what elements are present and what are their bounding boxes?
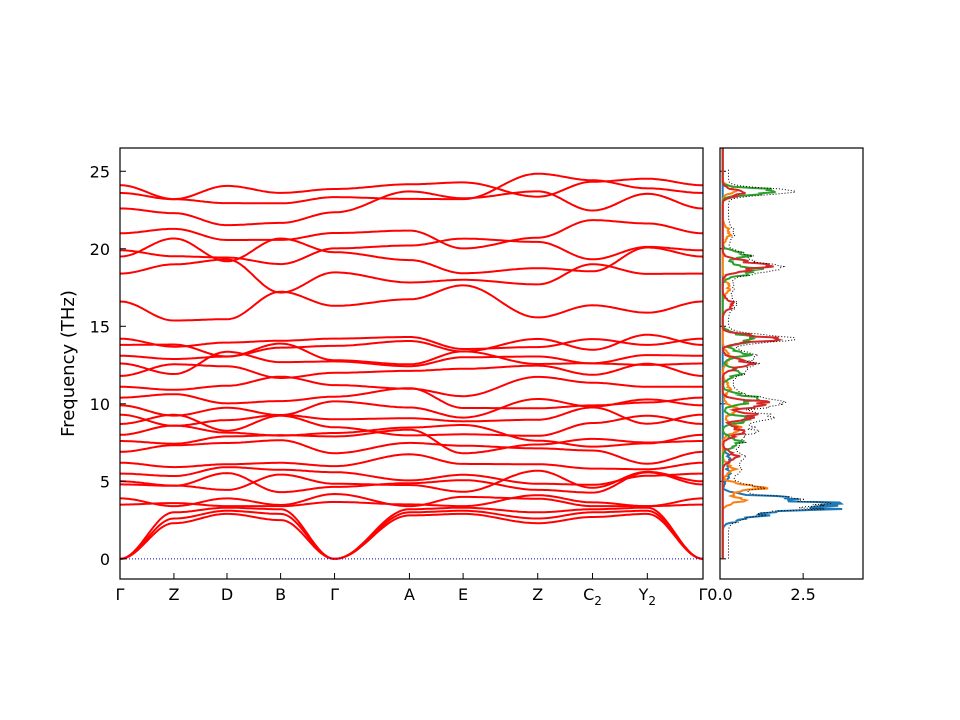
x-tick-subscript: 2 — [648, 594, 656, 608]
optical-band — [120, 469, 703, 493]
optical-band — [120, 471, 703, 494]
x-tick-label: Γ — [330, 585, 339, 604]
optical-band — [119, 237, 703, 275]
band-structure-panel: 0 5 10 15 20 25 Γ Z D B Γ A E Z C2 Y2 Γ Frequency (THz) — [58, 147, 726, 608]
acoustic-band — [119, 512, 704, 560]
x-tick-label: D — [221, 585, 233, 604]
y-tick-label: 25 — [90, 162, 110, 181]
optical-band — [120, 219, 704, 250]
x-tick-label: E — [458, 585, 468, 604]
x-tick-subscript: 2 — [594, 594, 602, 608]
dos-ticks: 0.0 2.5 — [707, 573, 816, 604]
y-tick-label: 5 — [100, 472, 110, 491]
dos-curve-green — [721, 148, 776, 559]
optical-band — [120, 375, 703, 398]
optical-band — [120, 398, 704, 419]
y-tick-label: 10 — [90, 395, 110, 414]
y-tick-label: 15 — [90, 317, 110, 336]
band-axes-frame — [119, 147, 704, 580]
optical-band — [120, 424, 704, 448]
optical-band — [120, 453, 704, 471]
x-tick-label: B — [275, 585, 286, 604]
optical-band — [120, 362, 703, 379]
x-tick-label: Γ — [116, 585, 125, 604]
y-axis-label: Frequency (THz) — [58, 290, 79, 437]
optical-band — [120, 466, 703, 486]
acoustic-band — [119, 509, 704, 560]
optical-band — [120, 172, 704, 205]
x-tick-label: Γ — [699, 585, 708, 604]
optical-band — [120, 428, 703, 455]
dos-curve-total — [728, 168, 832, 559]
band-lines — [119, 172, 704, 560]
optical-band — [119, 342, 703, 366]
optical-band — [120, 190, 704, 227]
dos-curve-red — [721, 148, 784, 559]
optical-band — [119, 177, 703, 201]
dos-axes-frame — [719, 147, 864, 580]
acoustic-band — [119, 506, 704, 560]
optical-band — [120, 333, 703, 358]
dos-curve-blue — [721, 148, 844, 559]
y-tick-label: 0 — [100, 550, 110, 569]
optical-band — [119, 413, 704, 437]
optical-band — [119, 439, 703, 465]
x-tick-label: Y2 — [638, 585, 656, 608]
optical-band — [119, 258, 703, 294]
x-axis-ticks: Γ Z D B Γ A E Z C2 Y2 Γ — [116, 573, 708, 608]
optical-band — [120, 494, 703, 508]
x-tick-label: Z — [168, 585, 179, 604]
dos-x-tick-label: 2.5 — [790, 585, 815, 604]
x-tick-label: C2 — [583, 585, 602, 608]
optical-band — [120, 492, 703, 508]
x-tick-label: A — [404, 585, 415, 604]
y-axis-ticks: 0 5 10 15 20 25 — [90, 162, 726, 569]
dos-x-tick-label: 0.0 — [707, 585, 732, 604]
x-tick-label: Z — [532, 585, 543, 604]
optical-band — [120, 387, 703, 410]
y-tick-label: 20 — [90, 240, 110, 259]
optical-band — [120, 406, 703, 427]
optical-band — [119, 284, 703, 322]
dos-panel: 0.0 2.5 — [707, 147, 864, 604]
optical-band — [120, 237, 703, 266]
dos-curves — [721, 148, 844, 559]
optical-band — [120, 336, 703, 350]
